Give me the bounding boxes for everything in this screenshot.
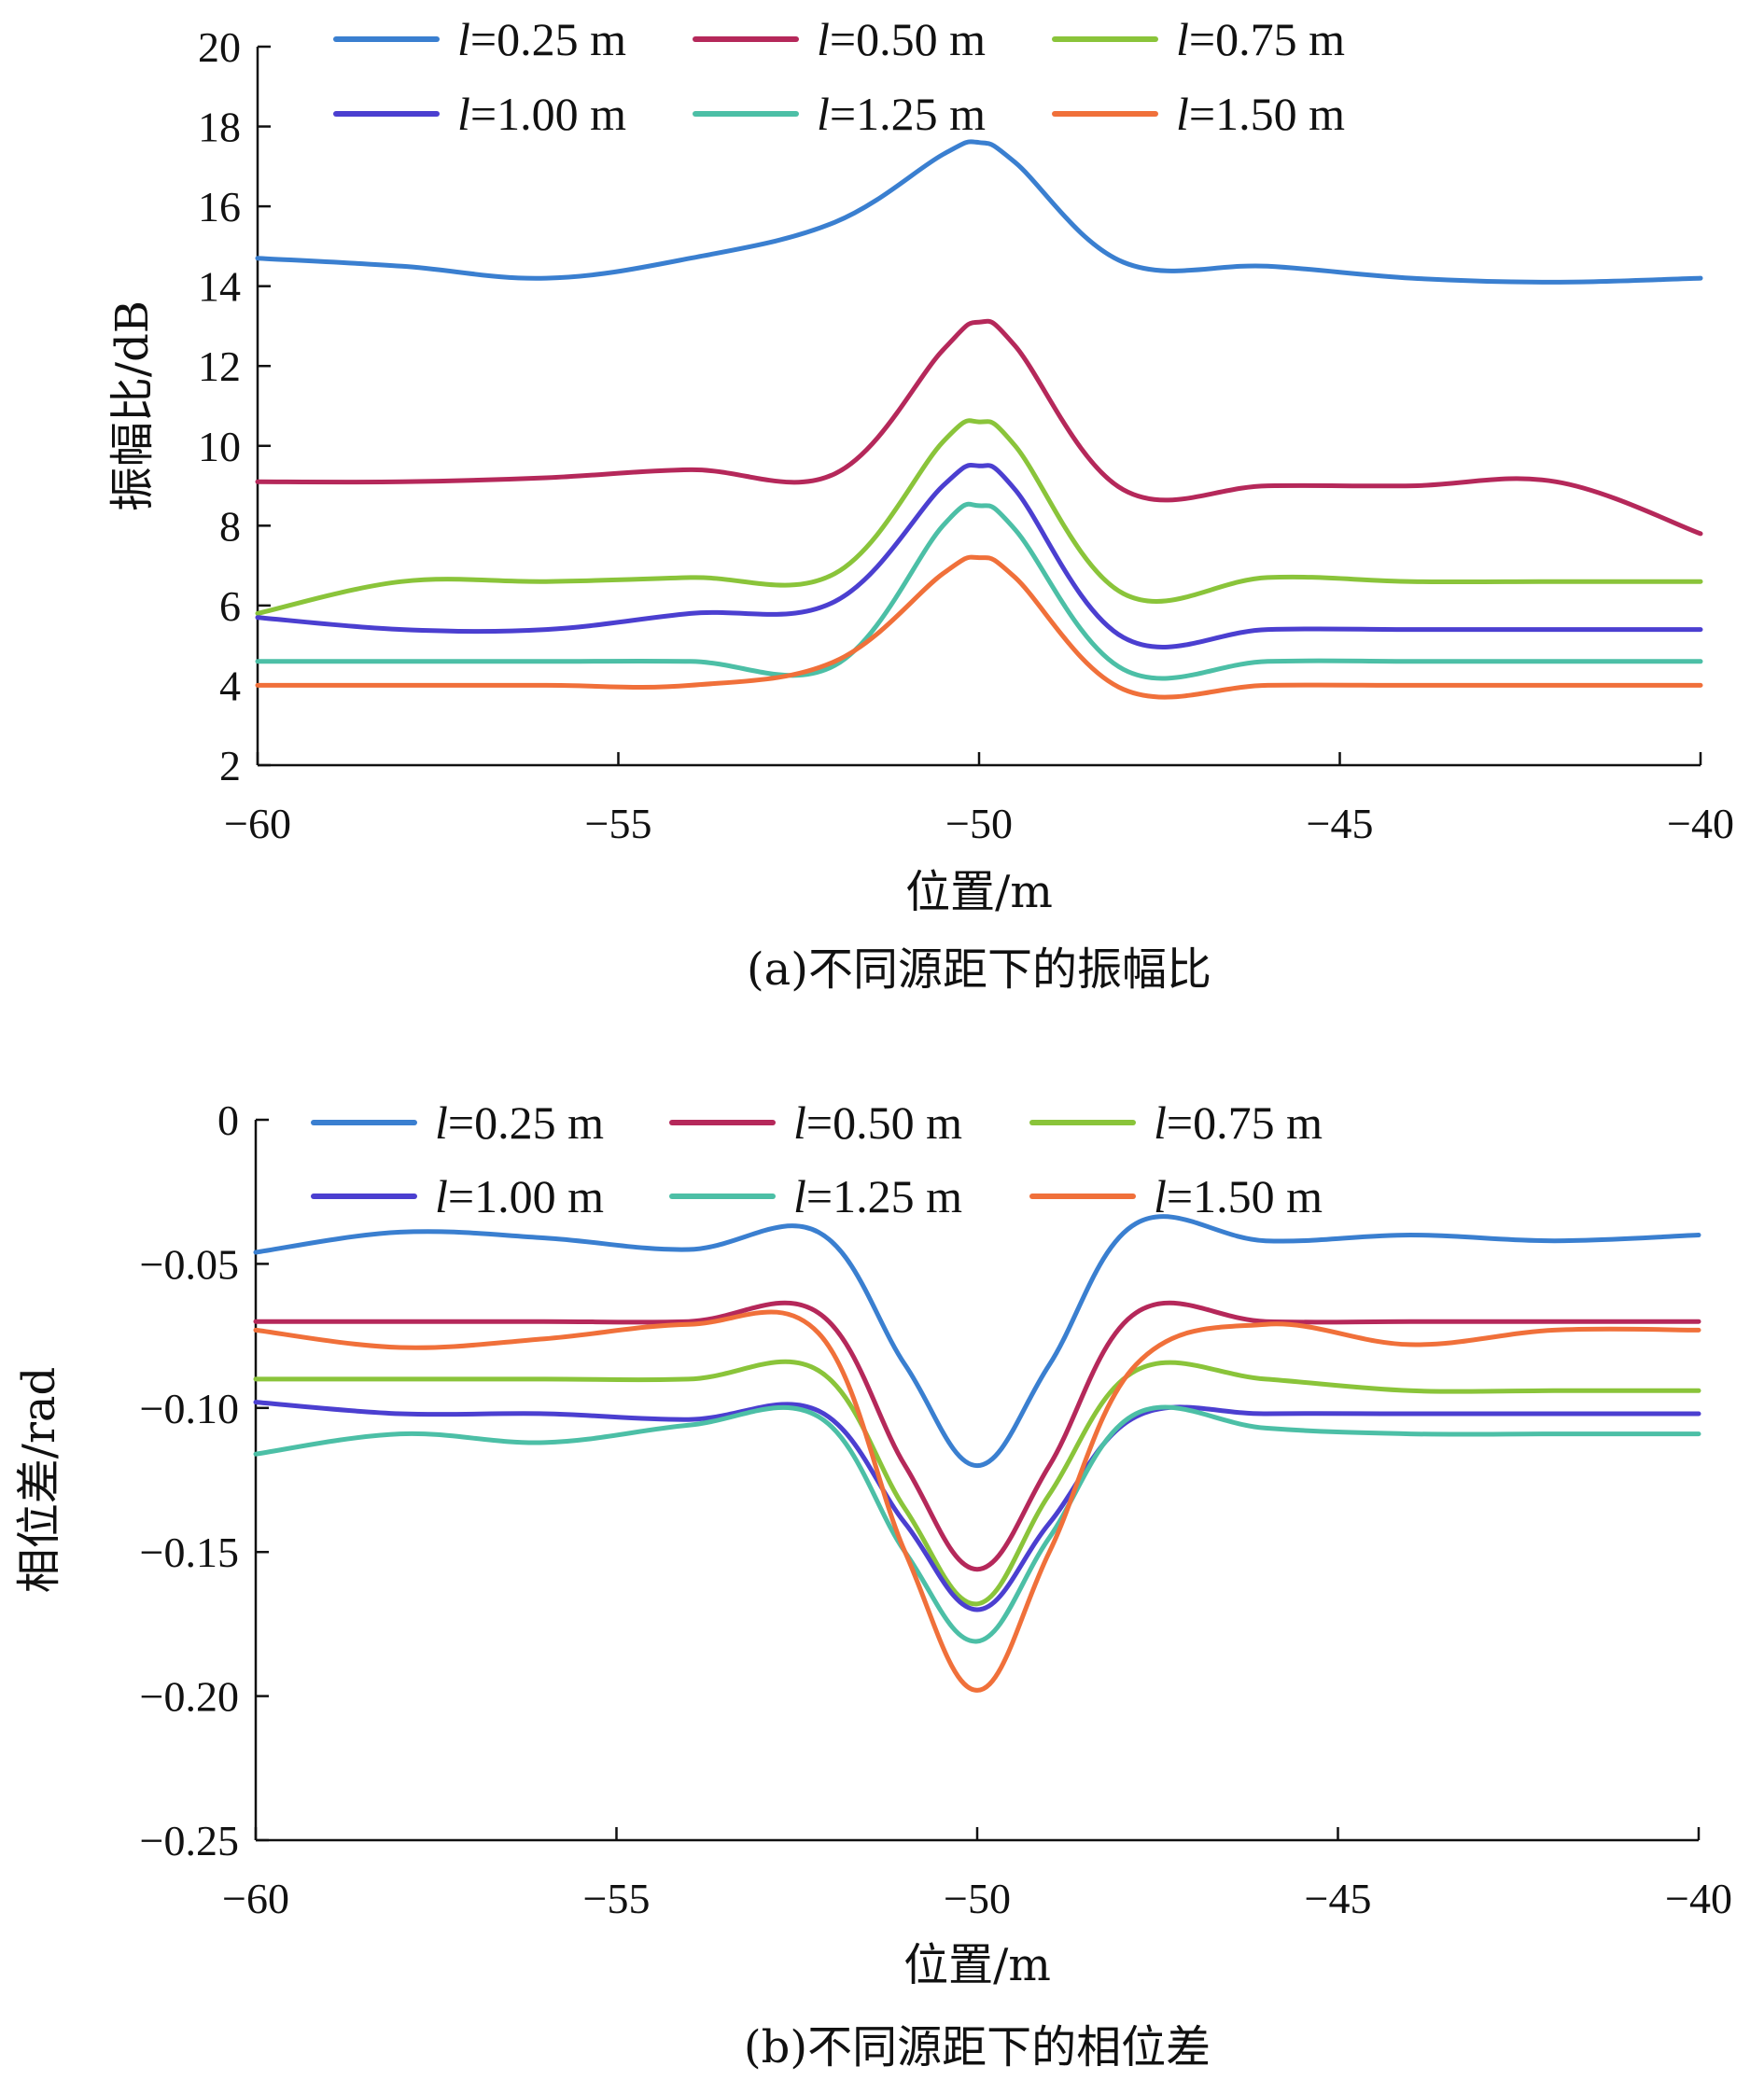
series-line-125 — [253, 1404, 1701, 1644]
y-tick-label: 12 — [198, 342, 241, 390]
y-tick-label: −0.10 — [140, 1385, 239, 1432]
x-tick-label: −50 — [945, 800, 1013, 847]
legend-label-value: =0.75 m — [1189, 13, 1345, 65]
y-tick-label: 8 — [219, 502, 241, 550]
series-line-150 — [253, 1309, 1701, 1693]
y-tick-label: 0 — [217, 1096, 239, 1144]
chart-phase-difference: 0 −0.05 −0.10 −0.15 −0.20 −0.25 −60 −55 −50 −45 −4… — [13, 1096, 1732, 2073]
y-tick-label: 16 — [198, 183, 241, 230]
legend-label: l=1.50 m — [1176, 88, 1345, 140]
figure-caption: (b)不同源距下的相位差 — [744, 2021, 1211, 2073]
legend-label: l=0.75 m — [1176, 13, 1345, 65]
x-axis-label: 位置/m — [905, 866, 1053, 918]
legend-label-value: =0.25 m — [470, 13, 626, 65]
legend-label: l=1.00 m — [457, 88, 626, 140]
legend-label-value: =1.50 m — [1189, 88, 1345, 140]
legend-label-symbol: l — [1176, 88, 1189, 140]
y-tick-label: −0.15 — [140, 1529, 239, 1576]
legend-label-symbol: l — [1154, 1096, 1167, 1149]
y-tick-label: 10 — [198, 423, 241, 470]
legend-label-symbol: l — [817, 13, 830, 65]
x-tick-label: −55 — [585, 800, 652, 847]
legend-label-value: =0.75 m — [1167, 1096, 1323, 1149]
x-tick-label: −55 — [583, 1875, 651, 1922]
legend-label: l=1.25 m — [817, 88, 986, 140]
y-tick-label: 6 — [219, 582, 241, 630]
y-axis-label: 振幅比/dB — [106, 300, 159, 511]
legend-label-symbol: l — [793, 1170, 806, 1222]
legend-label-symbol: l — [457, 88, 470, 140]
legend-label-value: =1.25 m — [806, 1170, 962, 1222]
x-tick-label: −40 — [1667, 800, 1734, 847]
y-tick-label: 20 — [198, 23, 241, 71]
y-tick-label: 4 — [219, 662, 241, 709]
legend-label: l=0.25 m — [435, 1096, 604, 1149]
legend-label-symbol: l — [1154, 1170, 1167, 1222]
x-tick-label: −60 — [224, 800, 291, 847]
legend-label-symbol: l — [435, 1170, 448, 1222]
legend-label-value: =0.25 m — [448, 1096, 604, 1149]
y-tick-label: −0.25 — [140, 1817, 239, 1864]
y-tick-label: 14 — [198, 263, 241, 311]
figure-caption: (a)不同源距下的振幅比 — [747, 943, 1211, 996]
legend-label-symbol: l — [817, 88, 830, 140]
series-line-075 — [253, 1359, 1701, 1607]
series-line-050 — [255, 318, 1703, 537]
legend-label: l=0.50 m — [817, 13, 986, 65]
x-tick-label: −60 — [222, 1875, 289, 1922]
series-line-100 — [253, 1400, 1701, 1612]
legend-label-symbol: l — [435, 1096, 448, 1149]
legend-label: l=0.50 m — [793, 1096, 962, 1149]
legend-label-value: =1.25 m — [830, 88, 986, 140]
series-line-100 — [255, 463, 1703, 649]
legend-label-value: =0.50 m — [830, 13, 986, 65]
legend-label: l=0.75 m — [1154, 1096, 1323, 1149]
series-line-150 — [255, 554, 1703, 700]
series-line-125 — [255, 501, 1703, 681]
legend-label-symbol: l — [1176, 13, 1189, 65]
legend-label: l=1.25 m — [793, 1170, 962, 1222]
x-tick-label: −45 — [1307, 800, 1374, 847]
series-line-075 — [255, 418, 1703, 616]
legend-label-value: =1.00 m — [448, 1170, 604, 1222]
legend-label-value: =1.00 m — [470, 88, 626, 140]
chart-amplitude-ratio: 2 4 6 8 10 12 14 16 18 20 −60 −55 −50 −45 −40 位置/m 振幅比/d… — [106, 13, 1734, 996]
y-tick-label: −0.05 — [140, 1240, 239, 1288]
y-axis-label: 相位差/rad — [13, 1367, 65, 1593]
x-tick-label: −45 — [1305, 1875, 1372, 1922]
x-tick-label: −40 — [1665, 1875, 1732, 1922]
y-tick-label: 18 — [198, 104, 241, 151]
series-line-025 — [255, 139, 1703, 285]
y-tick-label: 2 — [219, 742, 241, 789]
y-tick-label: −0.20 — [140, 1673, 239, 1721]
series-line-050 — [253, 1300, 1701, 1572]
legend-label-symbol: l — [457, 13, 470, 65]
legend-label-symbol: l — [793, 1096, 806, 1149]
legend-label: l=1.00 m — [435, 1170, 604, 1222]
series-line-025 — [253, 1214, 1701, 1469]
x-tick-label: −50 — [944, 1875, 1011, 1922]
legend-label-value: =1.50 m — [1167, 1170, 1323, 1222]
x-axis-label: 位置/m — [903, 1939, 1051, 1991]
legend-label: l=1.50 m — [1154, 1170, 1323, 1222]
legend-label: l=0.25 m — [457, 13, 626, 65]
legend-label-value: =0.50 m — [806, 1096, 962, 1149]
